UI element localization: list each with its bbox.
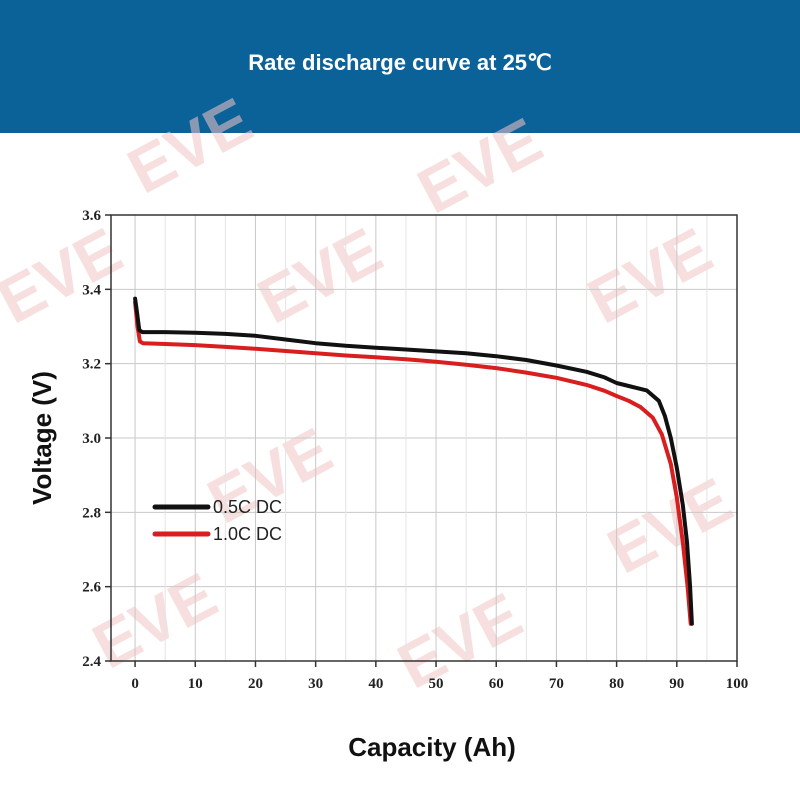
watermark-text: EVE <box>246 214 393 338</box>
series-layer <box>133 296 694 626</box>
y-tick-label: 3.2 <box>82 357 101 373</box>
series-line-0-5c-dc <box>133 296 694 626</box>
legend-label: 1.0C DC <box>213 524 282 544</box>
page-title: Rate discharge curve at 25℃ <box>248 50 552 75</box>
watermark-text: EVE <box>406 104 553 228</box>
x-tick-label: 60 <box>489 676 504 692</box>
header-banner: Rate discharge curve at 25℃ <box>0 0 800 133</box>
x-tick-label: 90 <box>669 676 684 692</box>
x-tick-label: 10 <box>188 676 203 692</box>
y-tick-label: 2.8 <box>82 505 101 521</box>
watermark-text: EVE <box>596 464 743 588</box>
x-tick-label: 50 <box>429 676 444 692</box>
watermark-text: EVE <box>81 559 228 683</box>
watermark-text: EVE <box>0 214 133 338</box>
watermark-text: EVE <box>196 414 343 538</box>
x-tick-label: 30 <box>308 676 323 692</box>
series-line-1-0c-dc <box>133 300 693 626</box>
x-tick-label: 100 <box>726 676 749 692</box>
legend: 0.5C DC 1.0C DC <box>152 497 282 544</box>
watermark-text: EVE <box>116 84 263 208</box>
y-tick-label: 3.0 <box>82 431 101 447</box>
y-tick-label: 3.4 <box>82 282 101 298</box>
x-tick-label: 80 <box>609 676 624 692</box>
legend-label: 0.5C DC <box>213 497 282 517</box>
x-tick-label: 40 <box>368 676 383 692</box>
tick-layer: 0 10 20 30 40 50 60 70 80 90 100 2.4 2.6 2.8 3.0 3.2 3.4… <box>82 208 748 692</box>
x-tick-label: 20 <box>248 676 263 692</box>
watermark-text: EVE <box>386 579 533 703</box>
x-tick-label: 70 <box>549 676 564 692</box>
y-tick-label: 2.4 <box>82 654 101 670</box>
y-tick-label: 3.6 <box>82 208 101 224</box>
watermark-text: EVE <box>576 214 723 338</box>
y-axis-title: Voltage (V) <box>27 371 57 505</box>
x-tick-label: 0 <box>131 676 139 692</box>
y-tick-label: 2.6 <box>82 580 101 596</box>
x-axis-title: Capacity (Ah) <box>348 732 516 762</box>
